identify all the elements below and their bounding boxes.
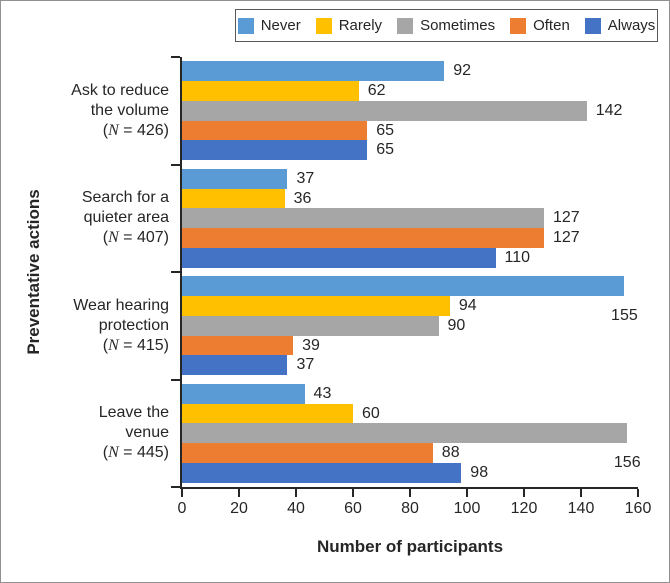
- bar-rarely-ask-to-reduce-the-volume: [182, 81, 359, 101]
- bar-never-search-for-a-quieter-area: [182, 168, 288, 189]
- value-label: 62: [367, 82, 386, 100]
- x-axis-tick: [238, 489, 240, 497]
- category-label-wear-hearing-protection: Wear hearing protection (N = 415): [21, 296, 169, 356]
- category-n-label: (N = 445): [102, 444, 169, 462]
- bar-always-wear-hearing-protection: [182, 355, 288, 376]
- bar-never-ask-to-reduce-the-volume: [182, 61, 445, 82]
- x-axis-title: Number of participants: [316, 537, 504, 556]
- category-label-line: the volume: [90, 101, 169, 119]
- value-label: 39: [302, 336, 320, 354]
- x-axis-tick: [295, 489, 297, 497]
- x-tick-label: 40: [287, 500, 305, 517]
- value-label: 142: [595, 101, 623, 119]
- x-axis-tick: [409, 489, 411, 497]
- bar-never-wear-hearing-protection: [182, 276, 624, 297]
- value-label: 65: [376, 141, 395, 159]
- category-n-label: (N = 426): [102, 121, 169, 139]
- legend-item-rarely: Rarely: [315, 17, 383, 34]
- value-label: 110: [504, 248, 531, 266]
- x-axis-tick: [637, 489, 639, 497]
- x-axis-tick: [523, 489, 525, 497]
- category-label-leave-the-venue: Leave the venue (N = 445): [21, 403, 169, 463]
- legend-swatch-always: [584, 17, 601, 34]
- value-label: 65: [376, 121, 395, 139]
- bar-sometimes-search-for-a-quieter-area: [182, 208, 544, 229]
- plot-area: 92 62 142 65 65 37 36 127 127 110 155 94 90 39 37 43 60 1…: [180, 57, 641, 489]
- x-axis-tick: [181, 489, 183, 497]
- value-label: 90: [447, 316, 466, 334]
- legend-swatch-sometimes: [397, 17, 414, 34]
- x-tick-label: 0: [177, 500, 187, 517]
- legend-label: Often: [533, 17, 570, 34]
- value-label: 60: [362, 404, 380, 422]
- legend-swatch-never: [237, 17, 254, 34]
- value-label: 98: [470, 463, 489, 481]
- x-tick-label: 80: [401, 500, 419, 517]
- value-label: 92: [453, 62, 471, 80]
- bar-never-leave-the-venue: [182, 383, 305, 404]
- legend-swatch-rarely: [315, 17, 332, 34]
- bar-always-ask-to-reduce-the-volume: [182, 140, 368, 161]
- category-label-line: Search for a: [81, 189, 169, 207]
- bar-always-leave-the-venue: [182, 462, 462, 483]
- category-label-line: Wear hearing: [73, 296, 169, 314]
- legend: Never Rarely Sometimes Often Always: [235, 9, 658, 42]
- y-axis-tick: [171, 378, 180, 381]
- legend-label: Rarely: [338, 17, 383, 34]
- x-tick-label: 60: [344, 500, 362, 517]
- y-axis-tick: [171, 163, 180, 166]
- category-label-line: quieter area: [83, 209, 169, 227]
- x-tick-label: 120: [510, 500, 538, 517]
- value-label: 37: [296, 169, 315, 187]
- bar-often-leave-the-venue: [182, 443, 433, 463]
- value-label: 94: [458, 297, 477, 315]
- category-label-line: Leave the: [98, 404, 169, 422]
- bar-sometimes-wear-hearing-protection: [182, 315, 439, 336]
- legend-item-often: Often: [510, 17, 570, 34]
- bar-sometimes-leave-the-venue: [182, 423, 627, 444]
- category-label-search-for-a-quieter-area: Search for a quieter area (N = 407): [21, 188, 169, 248]
- value-label: 36: [293, 189, 312, 207]
- bar-always-search-for-a-quieter-area: [182, 247, 496, 268]
- category-n-label: (N = 407): [102, 229, 169, 247]
- x-axis-tick: [580, 489, 582, 497]
- value-label: 127: [552, 209, 580, 227]
- x-axis-tick: [352, 489, 354, 497]
- bar-often-search-for-a-quieter-area: [182, 228, 544, 248]
- bar-often-ask-to-reduce-the-volume: [182, 120, 368, 141]
- y-axis-tick: [171, 271, 180, 273]
- y-axis-tick: [171, 486, 180, 488]
- legend-item-sometimes: Sometimes: [397, 17, 495, 34]
- x-tick-label: 160: [624, 500, 652, 517]
- x-tick-label: 100: [453, 500, 481, 517]
- bar-rarely-leave-the-venue: [182, 403, 353, 424]
- legend-item-never: Never: [237, 17, 301, 34]
- legend-label: Sometimes: [420, 17, 496, 34]
- legend-item-always: Always: [584, 17, 656, 34]
- category-label-line: Ask to reduce: [71, 81, 169, 99]
- category-label-ask-to-reduce-the-volume: Ask to reduce the volume (N = 426): [21, 81, 169, 141]
- legend-swatch-often: [510, 17, 527, 34]
- x-tick-label: 20: [230, 500, 248, 517]
- value-label: 156: [613, 453, 641, 471]
- category-label-line: venue: [125, 424, 169, 442]
- bar-sometimes-ask-to-reduce-the-volume: [182, 100, 587, 121]
- bar-often-wear-hearing-protection: [182, 335, 294, 356]
- legend-label: Never: [260, 17, 301, 34]
- bar-rarely-wear-hearing-protection: [182, 296, 450, 316]
- value-label: 155: [611, 307, 638, 324]
- value-label: 127: [552, 229, 580, 247]
- y-axis-tick: [171, 56, 180, 58]
- bar-rarely-search-for-a-quieter-area: [182, 188, 285, 209]
- legend-label: Always: [607, 17, 656, 34]
- value-label: 43: [313, 384, 332, 402]
- y-axis-title: Preventative actions: [24, 189, 43, 355]
- x-axis-tick: [466, 489, 468, 497]
- value-label: 88: [441, 444, 460, 462]
- category-n-label: (N = 415): [102, 336, 169, 354]
- category-label-line: protection: [98, 316, 169, 334]
- x-tick-label: 140: [567, 500, 595, 517]
- value-label: 37: [296, 356, 315, 374]
